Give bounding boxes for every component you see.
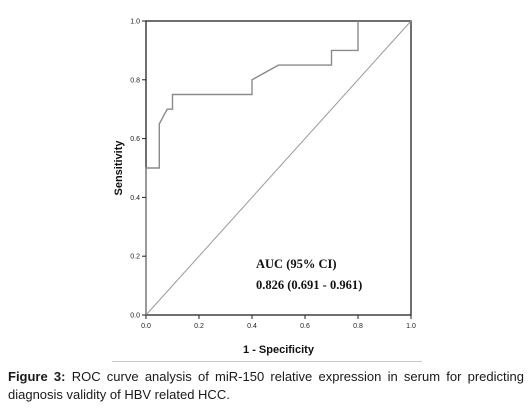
- x-tick-label: 1.0: [406, 323, 416, 330]
- x-tick-label: 0.8: [353, 323, 363, 330]
- caption-text: ROC curve analysis of miR-150 relative e…: [8, 369, 524, 402]
- figure-caption: Figure 3: ROC curve analysis of miR-150 …: [8, 368, 524, 404]
- reference-diagonal: [145, 20, 412, 316]
- caption-label: Figure 3:: [8, 369, 66, 384]
- y-tick-label: 0.0: [130, 313, 140, 320]
- x-tick-label: 0.0: [141, 323, 151, 330]
- y-axis-label: Sensitivity: [113, 140, 125, 196]
- roc-curve: [145, 21, 359, 315]
- auc-annotation-title: AUC (95% CI): [256, 257, 337, 271]
- y-tick-label: 0.6: [130, 136, 140, 143]
- y-axis-ticks: 0.0 0.2 0.4 0.6 0.8 1.0: [130, 19, 146, 320]
- roc-chart: 0.0 0.2 0.4 0.6 0.8 1.0 0.0 0.2 0.4 0.6 0.8 1.0 1 …: [113, 19, 416, 357]
- y-tick-label: 0.2: [130, 254, 140, 261]
- x-tick-label: 0.4: [247, 323, 257, 330]
- x-axis-ticks: 0.0 0.2 0.4 0.6 0.8 1.0: [141, 315, 416, 330]
- auc-annotation-value: 0.826 (0.691 - 0.961): [256, 278, 362, 292]
- x-tick-label: 0.6: [300, 323, 310, 330]
- x-axis-label: 1 - Specificity: [243, 344, 315, 356]
- y-tick-label: 1.0: [130, 19, 140, 26]
- caption-divider: [112, 361, 422, 362]
- y-tick-label: 0.4: [130, 195, 140, 202]
- y-tick-label: 0.8: [130, 77, 140, 84]
- x-tick-label: 0.2: [194, 323, 204, 330]
